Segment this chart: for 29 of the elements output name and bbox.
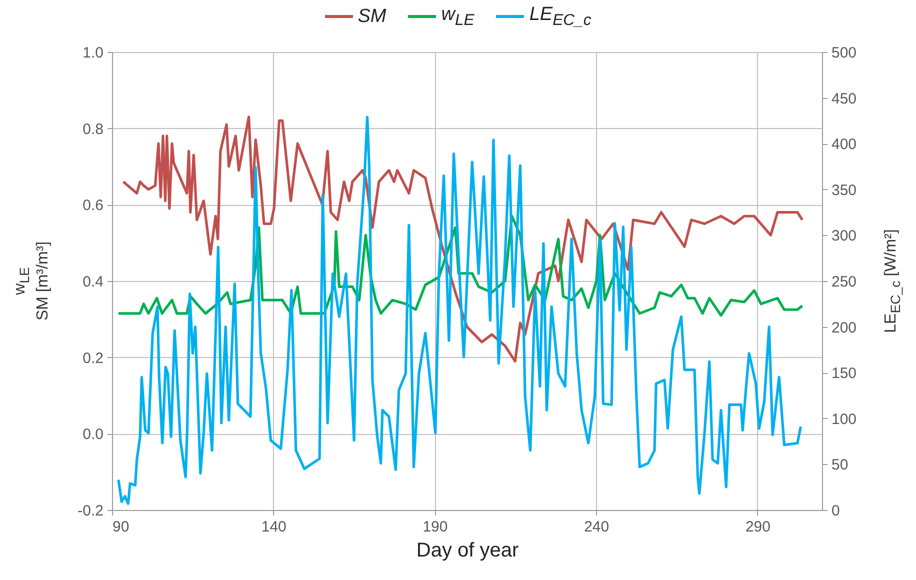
line-series	[122, 116, 804, 362]
y2-tick-label: 500	[832, 44, 857, 62]
y2-tick-label: 0	[832, 502, 840, 520]
y-tick-label: 0.6	[82, 197, 104, 214]
y2-tick-label: 200	[832, 319, 857, 336]
x-tick-label: 240	[584, 518, 610, 536]
x-tick-label: 140	[261, 518, 286, 536]
y-tick-label: 0.2	[82, 350, 104, 367]
x-tick-label: 190	[422, 518, 448, 536]
y-tick-label: 0.8	[82, 120, 104, 138]
y2-tick-label: 400	[832, 136, 857, 154]
y2-tick-label: 250	[832, 274, 857, 290]
y2-tick-label: 450	[832, 90, 857, 108]
y-tick-label: 0.0	[82, 426, 104, 444]
line-series	[117, 116, 802, 505]
y-tick-label: 0.4	[82, 274, 104, 290]
x-tick-label: 90	[112, 518, 130, 536]
legend-label: SM	[358, 6, 386, 28]
y2-tick-label: 350	[832, 182, 857, 199]
y2-tick-label: 100	[832, 410, 857, 428]
x-axis-title: Day of year	[416, 540, 519, 562]
legend-label: LE$_{EC_c}$	[529, 4, 592, 30]
y2-tick-label: 300	[832, 228, 857, 245]
y-tick-label: -0.2	[78, 502, 104, 520]
y-tick-label: 1.0	[82, 44, 104, 62]
y2-tick-label: 50	[832, 456, 848, 474]
y2-tick-label: 150	[832, 365, 857, 382]
x-tick-label: 290	[745, 518, 770, 536]
legend-label: w$_{LE}$	[441, 4, 474, 30]
